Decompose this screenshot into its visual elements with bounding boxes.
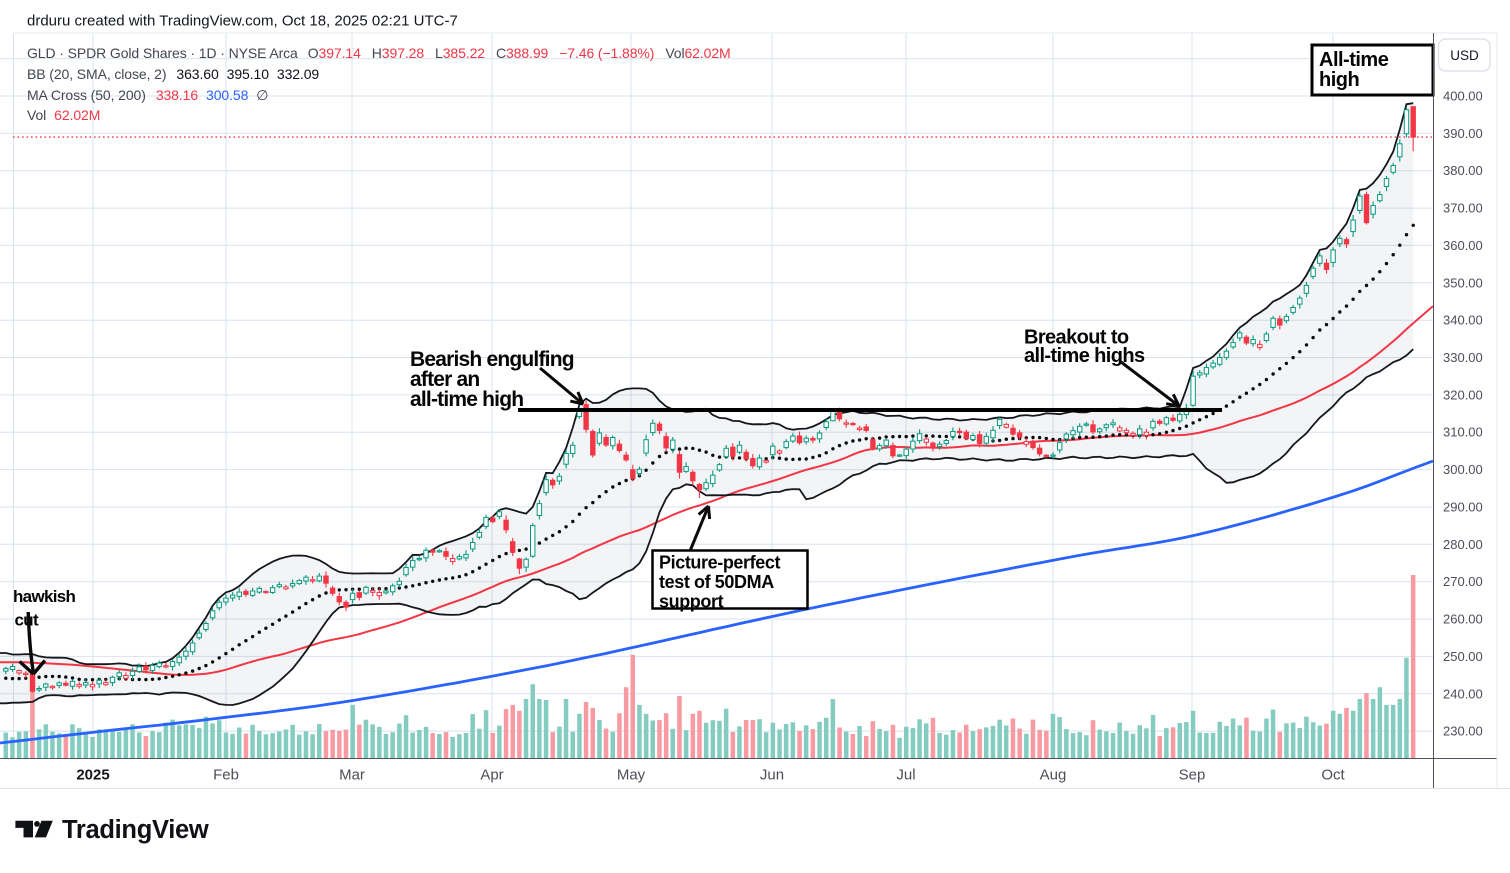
svg-text:USD: USD (1450, 48, 1479, 63)
svg-text:350.00: 350.00 (1443, 275, 1483, 290)
svg-text:high: high (1319, 69, 1359, 91)
svg-text:after an: after an (410, 368, 479, 391)
svg-text:Sep: Sep (1179, 767, 1206, 784)
svg-text:280.00: 280.00 (1443, 537, 1483, 552)
svg-text:Bearish engulfing: Bearish engulfing (410, 348, 574, 371)
svg-text:Picture-perfect: Picture-perfect (659, 553, 780, 573)
svg-text:240.00: 240.00 (1443, 686, 1483, 701)
svg-text:All-time: All-time (1319, 49, 1389, 71)
svg-text:Mar: Mar (339, 767, 365, 784)
svg-text:390.00: 390.00 (1443, 126, 1483, 141)
svg-text:Jul: Jul (896, 767, 915, 784)
svg-text:330.00: 330.00 (1443, 350, 1483, 365)
svg-text:320.00: 320.00 (1443, 387, 1483, 402)
svg-text:TradingView: TradingView (62, 816, 209, 844)
svg-text:support: support (659, 592, 724, 612)
svg-text:290.00: 290.00 (1443, 500, 1483, 515)
svg-text:230.00: 230.00 (1443, 724, 1483, 739)
svg-text:340.00: 340.00 (1443, 313, 1483, 328)
svg-text:GLD · SPDR Gold Shares · 1D ·: GLD · SPDR Gold Shares · 1D · NYSE Arca O… (27, 45, 731, 61)
svg-text:drduru created with TradingVie: drduru created with TradingView.com, Oct… (27, 13, 458, 30)
svg-text:May: May (617, 767, 646, 784)
svg-text:Apr: Apr (480, 767, 503, 784)
svg-text:hawkish: hawkish (13, 587, 75, 606)
svg-text:all-time high: all-time high (410, 388, 523, 411)
svg-text:Aug: Aug (1040, 767, 1067, 784)
svg-text:400.00: 400.00 (1443, 89, 1483, 104)
svg-text:Oct: Oct (1321, 767, 1345, 784)
svg-text:Feb: Feb (213, 767, 239, 784)
svg-text:Jun: Jun (760, 767, 784, 784)
svg-text:360.00: 360.00 (1443, 238, 1483, 253)
svg-text:260.00: 260.00 (1443, 612, 1483, 627)
svg-text:270.00: 270.00 (1443, 574, 1483, 589)
svg-text:370.00: 370.00 (1443, 201, 1483, 216)
svg-text:380.00: 380.00 (1443, 163, 1483, 178)
svg-text:Vol62.02M: Vol 62.02M (27, 107, 100, 123)
svg-text:Breakout to: Breakout to (1024, 327, 1129, 349)
svg-text:2025: 2025 (76, 767, 109, 784)
svg-text:test of 50DMA: test of 50DMA (659, 572, 774, 592)
svg-text:300.00: 300.00 (1443, 462, 1483, 477)
svg-text:250.00: 250.00 (1443, 649, 1483, 664)
svg-text:all-time highs: all-time highs (1024, 345, 1145, 367)
svg-text:310.00: 310.00 (1443, 425, 1483, 440)
